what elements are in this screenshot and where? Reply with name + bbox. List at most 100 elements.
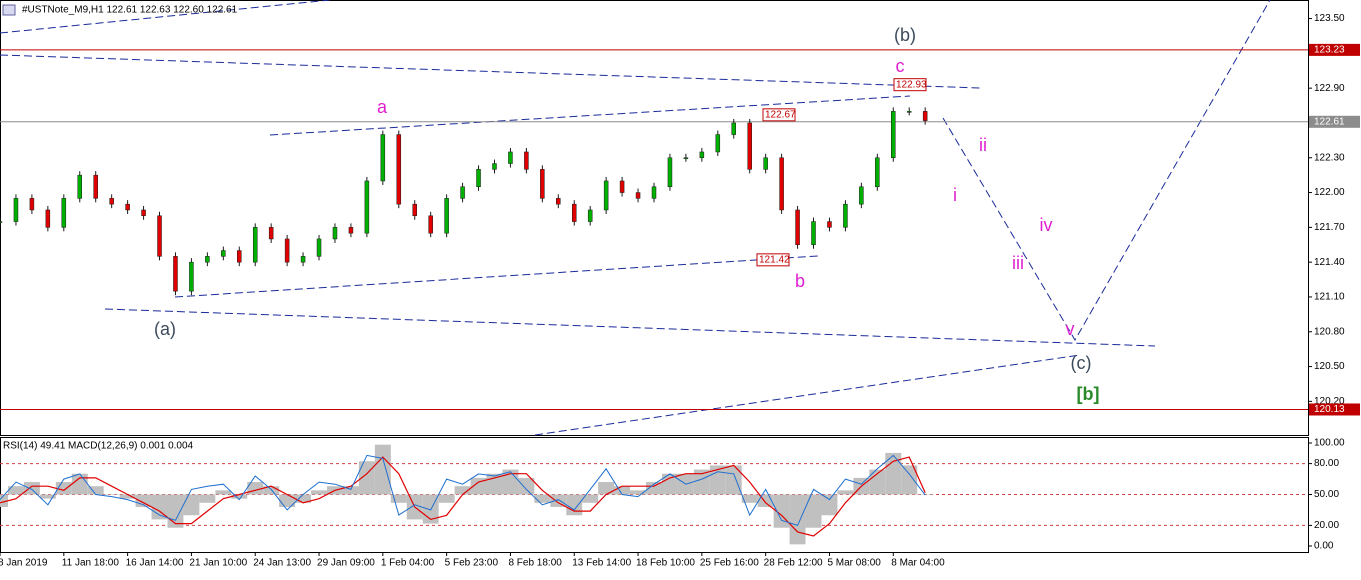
trend-line bbox=[534, 354, 1081, 436]
macd-bar bbox=[693, 469, 710, 495]
macd-bar bbox=[215, 490, 232, 495]
macd-bar bbox=[725, 465, 742, 495]
price-bar bbox=[252, 227, 258, 263]
price-bar bbox=[380, 134, 386, 182]
price-bar bbox=[189, 261, 194, 292]
y-tick-label: 121.10 bbox=[1314, 292, 1345, 303]
macd-bar bbox=[646, 482, 662, 495]
price-label: 121.42 bbox=[759, 254, 790, 265]
price-bar bbox=[571, 203, 577, 222]
trend-line bbox=[104, 308, 1156, 347]
price-bar bbox=[699, 151, 705, 159]
macd-bar bbox=[614, 486, 631, 495]
macd-bar bbox=[231, 494, 248, 499]
indicator-tick-label: 50.00 bbox=[1314, 489, 1339, 500]
price-label: 122.67 bbox=[765, 109, 796, 120]
y-tick-label: 120.80 bbox=[1314, 326, 1345, 337]
macd-bar bbox=[789, 494, 806, 545]
indicator-tick-label: 20.00 bbox=[1314, 520, 1339, 531]
price-bar bbox=[651, 186, 657, 199]
price-bar bbox=[93, 174, 98, 199]
x-tick-label: 5 Feb 23:00 bbox=[445, 558, 499, 569]
price-bar bbox=[540, 169, 545, 199]
macd-bar bbox=[390, 494, 407, 503]
price-bar bbox=[428, 215, 433, 234]
macd-bar bbox=[119, 494, 136, 499]
price-bar bbox=[906, 111, 912, 113]
indicator-title: RSI(14) 49.41 MACD(12,26,9) 0.001 0.004 bbox=[3, 441, 194, 452]
x-tick-label: 18 Feb 10:00 bbox=[636, 558, 695, 569]
x-tick-label: 8 Jan 2019 bbox=[0, 558, 48, 569]
price-bar bbox=[29, 198, 35, 211]
macd-signal bbox=[0, 456, 926, 537]
x-tick-label: 5 Mar 08:00 bbox=[827, 558, 881, 569]
chart-title: #USTNote_M9,H1 122.61 122.63 122.60 122.… bbox=[22, 5, 238, 16]
price-bar bbox=[922, 111, 928, 121]
macd-bar bbox=[901, 465, 918, 495]
price-bar bbox=[731, 122, 737, 135]
indicator-tick-label: 100.00 bbox=[1314, 438, 1345, 449]
macd-bar bbox=[183, 494, 200, 516]
price-label-box bbox=[756, 253, 790, 267]
price-bar bbox=[492, 163, 497, 170]
price-bar bbox=[524, 151, 529, 170]
y-tick-label: 123.50 bbox=[1314, 13, 1345, 24]
y-tick-label: 120.50 bbox=[1314, 361, 1345, 372]
price-bar bbox=[476, 169, 481, 188]
x-tick-label: 11 Jan 18:00 bbox=[62, 558, 120, 569]
macd-bar bbox=[23, 482, 40, 495]
price-bar bbox=[221, 250, 226, 257]
x-tick-label: 8 Feb 18:00 bbox=[508, 558, 562, 569]
macd-bar bbox=[199, 494, 216, 503]
price-bar bbox=[460, 186, 465, 199]
macd-bar bbox=[374, 444, 391, 495]
price-bar bbox=[508, 151, 513, 164]
price-bar bbox=[795, 209, 800, 246]
symbol-icon bbox=[2, 4, 16, 16]
macd-bar bbox=[342, 486, 359, 495]
price-bar bbox=[444, 198, 449, 234]
price-label: 122.93 bbox=[896, 79, 927, 90]
wave-label: i bbox=[953, 185, 957, 205]
macd-bar bbox=[438, 494, 455, 503]
x-tick-label: 24 Jan 13:00 bbox=[253, 558, 311, 569]
macd-bar bbox=[837, 490, 854, 495]
macd-bar bbox=[805, 494, 822, 528]
level-box bbox=[1309, 115, 1360, 128]
price-bar bbox=[811, 221, 816, 246]
price-bar bbox=[364, 180, 370, 234]
macd-bar bbox=[550, 494, 567, 507]
price-bar bbox=[332, 227, 338, 240]
price-bar bbox=[77, 174, 83, 199]
price-bar bbox=[603, 180, 609, 211]
price-bar bbox=[237, 250, 242, 263]
level-label: 122.61 bbox=[1314, 116, 1345, 127]
projection-line bbox=[942, 0, 1271, 341]
price-bar bbox=[61, 198, 67, 228]
macd-bar bbox=[39, 494, 56, 499]
macd-bar bbox=[103, 494, 120, 495]
price-bar bbox=[667, 157, 673, 188]
price-bar bbox=[412, 203, 417, 217]
price-label-box bbox=[762, 108, 796, 122]
wave-label: (c) bbox=[1071, 353, 1092, 373]
macd-bar bbox=[311, 490, 327, 495]
x-tick-label: 8 Mar 04:00 bbox=[891, 558, 945, 569]
price-bar bbox=[843, 203, 848, 228]
wave-label: b bbox=[795, 271, 805, 291]
x-tick-label: 25 Feb 16:00 bbox=[700, 558, 759, 569]
price-bar bbox=[683, 157, 689, 160]
y-tick-label: 122.00 bbox=[1314, 187, 1345, 198]
macd-bar bbox=[454, 486, 471, 495]
x-tick-label: 28 Feb 12:00 bbox=[764, 558, 823, 569]
macd-bar bbox=[167, 494, 184, 528]
price-bar bbox=[205, 256, 210, 263]
macd-bar bbox=[87, 486, 104, 495]
price-bar bbox=[875, 157, 880, 188]
wave-label: iii bbox=[1012, 253, 1024, 273]
x-tick-label: 13 Feb 14:00 bbox=[572, 558, 631, 569]
price-bar bbox=[45, 209, 51, 228]
price-bar bbox=[173, 256, 178, 292]
macd-bar bbox=[534, 494, 551, 503]
